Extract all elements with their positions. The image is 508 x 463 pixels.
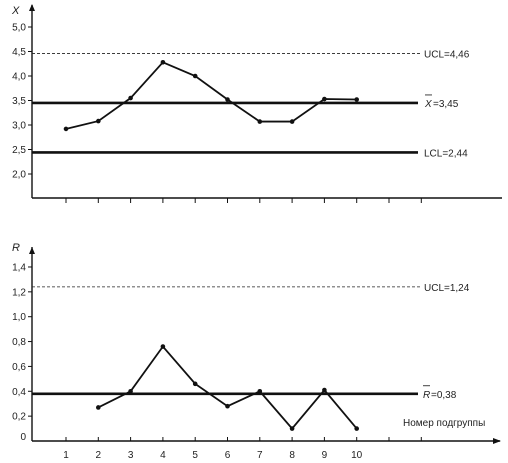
r-chart-y-label: R	[12, 242, 20, 254]
x-chart-point	[257, 119, 263, 124]
x-chart-lcl-label: LCL=2,44	[424, 148, 468, 159]
r-chart-x-tick-label: 8	[289, 450, 295, 461]
r-chart-point	[225, 403, 230, 409]
r-chart-x-tick-label: 2	[96, 450, 102, 461]
x-chart-point	[354, 97, 360, 102]
r-chart-x-tick-label: 1	[63, 450, 69, 461]
r-chart-point	[192, 381, 198, 387]
r-chart-y-tick-label: 0,2	[12, 412, 26, 423]
x-chart-y-arrow	[29, 4, 35, 11]
x-chart-point	[192, 73, 198, 79]
x-chart-point	[96, 118, 101, 124]
r-chart-x-tick-label: 3	[128, 450, 134, 461]
x-chart-y-label: X	[11, 5, 20, 17]
r-chart-x-tick-label: 5	[192, 450, 198, 461]
r-chart-center-value: =0,38	[431, 390, 457, 401]
r-chart-x-label: Номер подгруппы	[403, 418, 485, 429]
x-chart-point	[289, 119, 295, 124]
r-chart-x-tick-label: 7	[257, 450, 263, 461]
r-chart-y-tick-label: 0	[20, 432, 26, 443]
x-chart-point	[63, 126, 69, 132]
r-chart-series-line	[97, 345, 358, 430]
r-chart-point	[257, 388, 263, 394]
x-chart-y-tick-label: 5,0	[12, 23, 26, 34]
x-chart-ucl-label: UCL=4,46	[424, 49, 470, 60]
r-chart-y-arrow	[29, 247, 35, 254]
x-chart-point	[322, 96, 327, 102]
r-chart-y-tick-label: 0,8	[12, 337, 26, 348]
x-chart-center-letter: X	[424, 99, 432, 110]
x-chart-point	[225, 97, 230, 102]
r-chart-point	[322, 387, 327, 393]
x-chart-y-tick-label: 3,5	[12, 96, 26, 107]
x-chart-point	[160, 59, 166, 65]
r-chart-x-arrow	[493, 438, 501, 444]
r-chart-point	[128, 388, 133, 394]
x-chart-y-tick-label: 4,5	[12, 47, 26, 58]
x-chart-point	[128, 95, 133, 101]
r-chart-y-tick-label: 1,2	[12, 287, 26, 298]
x-chart-y-tick-label: 3,0	[12, 121, 26, 132]
x-chart-series-line	[65, 61, 357, 130]
r-chart-point	[289, 426, 295, 431]
r-chart-y-tick-label: 0,4	[12, 387, 26, 398]
x-chart-y-tick-label: 2,0	[12, 170, 26, 181]
r-chart-x-tick-label: 6	[225, 450, 231, 461]
r-chart-y-tick-label: 0,6	[12, 362, 26, 373]
x-chart-center-value: =3,45	[433, 99, 459, 110]
r-chart-point	[96, 405, 101, 410]
r-chart-ucl-label: UCL=1,24	[424, 283, 470, 294]
r-chart-y-tick-label: 1,0	[12, 312, 26, 323]
r-chart-x-tick-label: 4	[160, 450, 166, 461]
x-chart-y-tick-label: 4,0	[12, 72, 26, 83]
r-chart-center-letter: R	[423, 390, 430, 401]
r-chart-point	[354, 426, 360, 431]
r-chart-y-tick-label: 1,4	[12, 262, 26, 273]
x-chart-y-tick-label: 2,5	[12, 145, 26, 156]
r-chart-point	[160, 344, 166, 349]
r-chart-x-tick-label: 9	[322, 450, 328, 461]
r-chart-x-tick-label: 10	[351, 450, 363, 461]
